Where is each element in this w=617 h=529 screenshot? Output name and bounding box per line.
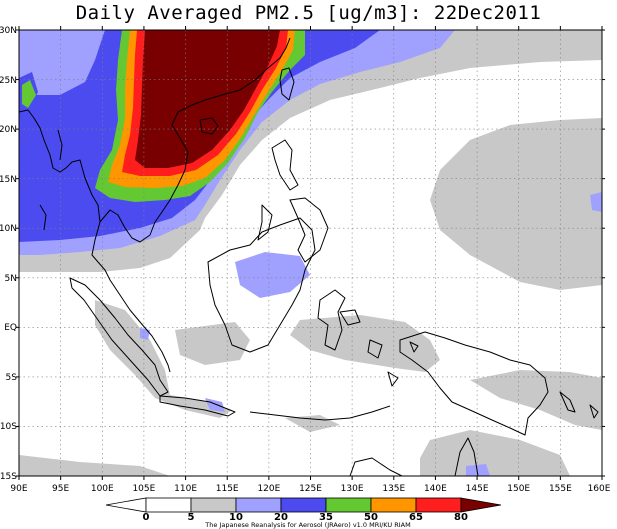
map-title: Daily Averaged PM2.5 [ug/m3]: 22Dec2011: [75, 2, 542, 24]
colorbar-segment: [325, 497, 372, 513]
colorbar-level: 80: [454, 512, 468, 523]
lat-label: 30N: [0, 26, 17, 36]
colorbar-labels: 0 5 10 20 35 50 65 80: [143, 512, 468, 523]
lat-axis: 30N 25N 20N 15N 10N 5N EQ 5S 10S 15S: [0, 26, 17, 482]
coastline-maluku: [367, 339, 383, 359]
coastline-sulawesi: [317, 289, 346, 351]
coastline-sulawesi: [339, 309, 361, 326]
lon-label: 105E: [132, 484, 155, 494]
pm25-band-10-20: [175, 322, 250, 365]
axis-ticks: [16, 26, 605, 480]
colorbar-level: 10: [229, 512, 243, 523]
pm25-band-10-20: [19, 455, 170, 476]
coastline-philippines-islands: [257, 204, 273, 241]
coastline-small-islands: [409, 341, 419, 353]
colorbar-segment: [415, 497, 462, 513]
coastline-lesser-sunda: [249, 405, 391, 421]
lon-label: 140E: [424, 484, 447, 494]
coastline-taiwan: [279, 67, 295, 101]
colorbar-segment: [370, 497, 417, 513]
colorbar-level: 5: [188, 512, 195, 523]
lat-label: 20N: [0, 125, 17, 135]
colorbar-level: 50: [364, 512, 378, 523]
lon-label: 90E: [10, 484, 27, 494]
coastline-small-islands: [589, 404, 599, 419]
lon-label: 120E: [257, 484, 280, 494]
colorbar-segment: [280, 497, 327, 513]
lat-label: 10S: [0, 422, 17, 432]
lat-label: 15S: [0, 472, 17, 482]
pm25-field: [19, 30, 602, 476]
coastline-philippines-south: [289, 197, 329, 263]
pm25-band-10-20: [285, 415, 340, 432]
coastline-australia: [454, 437, 479, 476]
pm25-band-10-20: [430, 118, 602, 290]
coastline-java: [159, 395, 236, 417]
colorbar-level: 35: [319, 512, 333, 523]
lat-label: 5N: [5, 274, 17, 284]
coastline-mainland: [19, 109, 171, 373]
coastlines: [19, 37, 599, 476]
lon-label: 160E: [588, 484, 611, 494]
lon-label: 145E: [466, 484, 489, 494]
lon-label: 150E: [507, 484, 530, 494]
coastline-maluku: [387, 371, 399, 387]
colorbar-segment-min: [105, 497, 147, 513]
pm25-band-20-35: [235, 252, 310, 298]
lon-label: 155E: [549, 484, 572, 494]
pm25-band-10-20: [95, 300, 232, 418]
colorbar: 0 5 10 20 35 50 65 80 The Japanese Reana…: [105, 497, 502, 529]
pm25-band-10-20: [470, 370, 602, 430]
lat-label: 25N: [0, 76, 17, 86]
colorbar-level: 0: [143, 512, 150, 523]
colorbar-level: 65: [409, 512, 423, 523]
colorbar-segment-max: [460, 497, 502, 513]
coastline-australia: [349, 457, 403, 476]
lat-label: 15N: [0, 175, 17, 185]
coastline-borneo: [207, 217, 316, 353]
lon-label: 130E: [341, 484, 364, 494]
lat-label: EQ: [4, 323, 17, 333]
pm25-band-10-20: [290, 315, 440, 372]
lat-label: 10N: [0, 224, 17, 234]
lon-label: 95E: [52, 484, 69, 494]
pm25-band-10-20: [420, 430, 570, 476]
colorbar-segment: [235, 497, 282, 513]
coastline-sumatra: [69, 277, 169, 397]
lat-label: 5S: [6, 373, 18, 383]
pm25-band-50-65: [22, 80, 36, 108]
data-credit: The Japanese Reanalysis for Aerosol (JRA…: [204, 521, 410, 529]
lon-label: 125E: [299, 484, 322, 494]
colorbar-segment: [190, 497, 237, 513]
coastline-solomon: [559, 391, 576, 413]
lon-label: 100E: [91, 484, 114, 494]
colorbar-segment: [145, 497, 192, 513]
coastline-new-guinea: [399, 331, 549, 436]
pm25-band-20-35: [590, 192, 602, 212]
lon-label: 115E: [216, 484, 239, 494]
coastline-hainan: [199, 117, 219, 135]
coastline-philippines-luzon: [271, 139, 299, 191]
pm25-band-20-35: [466, 464, 490, 476]
coastline-mainland: [57, 129, 63, 161]
coastline-mainland: [39, 204, 47, 231]
colorbar-level: 20: [274, 512, 288, 523]
lon-label: 110E: [174, 484, 197, 494]
lon-label: 135E: [382, 484, 405, 494]
lon-axis: 90E 95E 100E 105E 110E 115E 120E 125E 13…: [10, 484, 610, 494]
coastline-mainland: [99, 37, 291, 243]
